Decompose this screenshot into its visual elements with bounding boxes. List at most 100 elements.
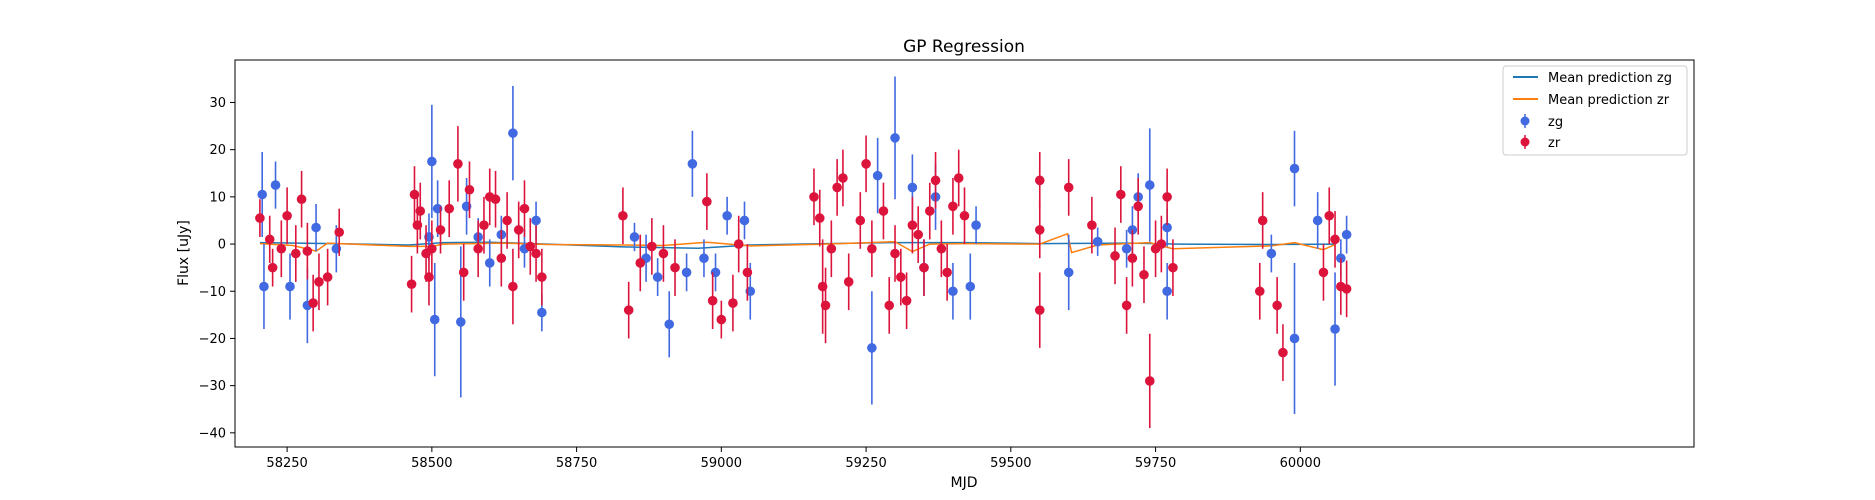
zg-marker (1289, 163, 1300, 174)
zr-data-point (942, 244, 952, 301)
zr-data-point (479, 196, 489, 254)
zr-marker (728, 298, 738, 308)
zg-marker (1162, 286, 1172, 297)
zg-data-point (1092, 227, 1103, 256)
zg-marker (1289, 333, 1300, 344)
zr-data-point (1278, 324, 1288, 381)
zg-data-point (722, 196, 732, 235)
zr-data-point (1034, 152, 1045, 209)
zr-data-point (930, 152, 941, 209)
zg-marker (699, 253, 709, 264)
zr-data-point (1063, 159, 1074, 216)
zr-marker (282, 210, 292, 221)
zr-marker (453, 159, 463, 169)
legend: Mean prediction zg Mean prediction zr zg… (1502, 65, 1688, 156)
zg-data-point (971, 206, 981, 245)
zr-marker (1257, 215, 1268, 226)
zr-marker (1278, 347, 1288, 358)
zr-marker (896, 272, 906, 282)
zr-data-point (406, 255, 417, 313)
zg-data-point (1289, 262, 1300, 414)
zr-marker (716, 314, 727, 325)
y-tick-label: 0 (218, 238, 226, 253)
y-tick-label: −30 (199, 379, 226, 394)
zr-marker (519, 203, 530, 214)
zg-data-point (1162, 262, 1172, 320)
zr-data-point (1144, 333, 1155, 429)
zr-marker (826, 243, 837, 254)
zr-marker (901, 295, 912, 306)
zr-data-point (832, 159, 842, 216)
zr-marker (296, 194, 307, 205)
zr-data-point (1257, 192, 1268, 249)
zr-data-point (913, 206, 923, 263)
zr-marker (707, 295, 718, 306)
zg-data-point (890, 76, 900, 200)
zr-marker (1034, 305, 1045, 315)
zg-data-point (508, 85, 518, 181)
zr-marker (479, 220, 489, 230)
zg-data-point (681, 253, 692, 292)
x-tick-label: 58250 (266, 456, 307, 471)
zr-marker (855, 215, 866, 226)
zg-marker (948, 286, 958, 297)
zr-marker (508, 281, 518, 292)
zr-data-point (525, 218, 536, 275)
zr-data-point (618, 187, 628, 245)
zr-data-point (1121, 277, 1132, 334)
zg-data-point (1121, 229, 1132, 268)
zr-marker (1087, 220, 1097, 230)
zr-marker (623, 305, 634, 315)
zg-data-point (1312, 192, 1323, 249)
zr-data-point (809, 168, 819, 226)
zg-data-point (1144, 128, 1155, 242)
zg-data-point (965, 253, 976, 320)
zr-marker (255, 213, 265, 223)
zr-data-point (924, 182, 935, 240)
zr-marker (1254, 286, 1265, 297)
zr-marker (1133, 201, 1143, 212)
zr-data-point (855, 192, 866, 249)
zr-marker (913, 229, 923, 240)
zr-data-point (919, 239, 929, 296)
x-tick-label: 58500 (411, 456, 452, 471)
y-tick-label: 20 (209, 143, 226, 158)
zr-data-point (444, 180, 455, 237)
zg-marker (537, 307, 547, 318)
zg-data-point (270, 161, 281, 209)
zr-data-point (537, 248, 547, 306)
y-tick-label: 10 (209, 190, 226, 205)
zr-marker (1324, 210, 1335, 221)
zr-marker (464, 184, 475, 195)
zr-marker (942, 267, 952, 278)
chart-title: GP Regression (903, 37, 1025, 57)
zr-marker (820, 300, 831, 311)
zg-data-point (652, 258, 663, 296)
zg-data-point (872, 137, 883, 214)
zr-data-point (334, 208, 345, 256)
y-axis-ticks: 30 20 10 0 −10 −20 −30 −40 (199, 96, 235, 441)
zr-data-point (716, 300, 727, 339)
zg-data-point (948, 262, 958, 320)
zr-data-point (314, 253, 324, 311)
zr-data-point (1272, 277, 1282, 334)
zr-marker (878, 206, 889, 216)
zr-data-point (907, 196, 918, 254)
legend-frame (1502, 65, 1688, 156)
zr-data-point (502, 192, 512, 249)
zg-marker (257, 189, 268, 200)
zr-marker (1034, 225, 1045, 235)
zr-marker (635, 258, 646, 268)
zg-marker (508, 128, 518, 138)
zr-marker (658, 248, 669, 259)
zr-marker (742, 267, 753, 278)
zr-data-point (1139, 246, 1149, 304)
zr-data-point (838, 149, 848, 207)
zr-marker (948, 201, 958, 212)
zr-marker (1272, 300, 1282, 311)
zr-data-point (959, 187, 970, 245)
x-tick-label: 60000 (1280, 456, 1321, 471)
zg-marker (971, 220, 981, 230)
zr-marker (537, 272, 547, 282)
